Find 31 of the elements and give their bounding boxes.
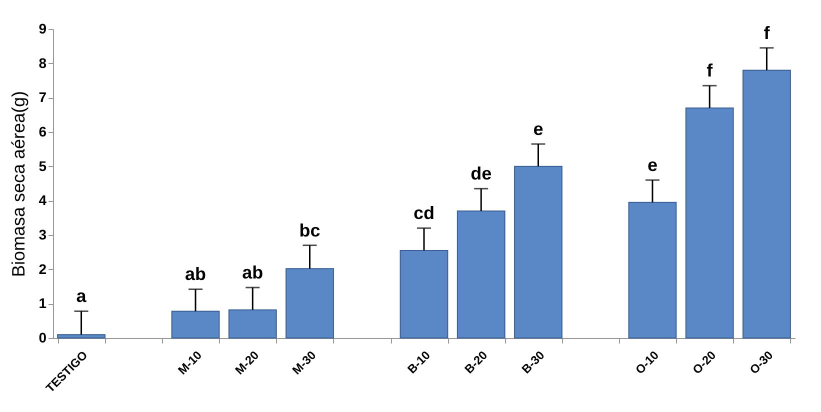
- y-axis-title: Biomasa seca aérea(g): [8, 90, 29, 278]
- annotation: de: [470, 164, 492, 184]
- y-tick-label: 9: [38, 20, 47, 36]
- y-tick-label: 6: [38, 124, 47, 140]
- y-tick-label: 5: [38, 158, 47, 174]
- annotation: ab: [185, 264, 206, 284]
- y-tick-label: 7: [38, 89, 47, 106]
- annotation: e: [533, 119, 544, 140]
- bar: [400, 250, 448, 338]
- bar: [456, 210, 506, 338]
- bar: [228, 309, 277, 338]
- bar: [286, 268, 334, 338]
- bar: [57, 334, 106, 338]
- bar: [685, 107, 734, 338]
- annotation: f: [764, 22, 771, 43]
- bar: [171, 310, 220, 338]
- y-tick-label: 3: [38, 226, 47, 242]
- y-tick-label: 2: [38, 260, 47, 277]
- y-tick-label: 4: [38, 192, 47, 208]
- annotation: f: [706, 60, 714, 81]
- y-tick-label: 0: [38, 330, 47, 346]
- annotation: bc: [299, 220, 320, 240]
- annotation: a: [76, 286, 88, 306]
- bar: [742, 70, 791, 338]
- y-tick-label: 1: [38, 295, 47, 312]
- bar: [514, 166, 562, 338]
- annotation: e: [647, 155, 658, 176]
- bar: [628, 202, 677, 338]
- annotation: cd: [413, 203, 435, 224]
- annotation: ab: [242, 262, 264, 283]
- y-tick-label: 8: [38, 54, 47, 71]
